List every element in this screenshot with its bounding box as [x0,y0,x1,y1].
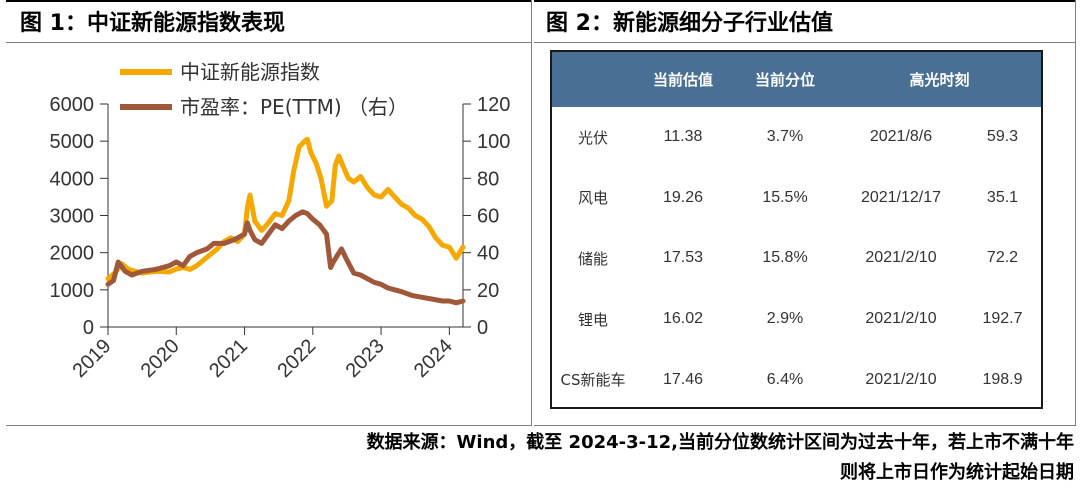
valuation-table-panel: 图 2：新能源细分子行业估值 当前估值 当前分位 高光时刻 光伏 11.38 3.7… [534,0,1076,426]
table-header-row: 当前估值 当前分位 高光时刻 [552,52,1041,107]
table-row: 储能 17.53 15.8% 2021/2/10 72.2 [552,228,1041,289]
table-cell: 72.2 [986,249,1019,267]
table-cell: 17.53 [662,249,704,267]
table-cell: 19.26 [662,188,704,206]
legend: 中证新能源指数 市盈率：PE(TTM) （右） [120,60,408,119]
header-current-percentile: 当前分位 [754,71,815,89]
table-row: CS新能车 17.46 6.4% 2021/2/10 198.9 [552,349,1041,410]
table-cell: 15.5% [762,188,808,206]
table-cell: 6.4% [766,370,804,388]
footnote-line-2: 则将上市日作为统计起始日期 [840,462,1074,483]
index-chart: 中证新能源指数 市盈率：PE(TTM) （右） 0100020003000400… [50,60,511,382]
table-cell: 2021/12/17 [860,188,942,206]
table-row: 风电 19.26 15.5% 2021/12/17 35.1 [552,168,1041,229]
footnote: 数据来源：Wind，截至 2024-3-12,当前分位数统计区间为过去十年，若上… [367,428,1074,488]
table-cell: 198.9 [982,370,1023,388]
legend-label-index: 中证新能源指数 [180,60,320,84]
series-lines [105,136,466,306]
x-tick-label: 2020 [137,335,184,382]
table-cell: 192.7 [982,310,1023,328]
table-cell: 光伏 [577,128,608,147]
y-right-tick-label: 80 [477,168,499,190]
table-title: 图 2：新能源细分子行业估值 [534,0,1075,43]
chart-title: 图 1：中证新能源指数表现 [6,0,531,43]
footnote-line-1: 数据来源：Wind，截至 2024-3-12,当前分位数统计区间为过去十年，若上… [366,432,1074,453]
x-tick-label: 2022 [273,335,320,382]
table-cell: 16.02 [662,310,704,328]
index-chart-panel: 图 1：中证新能源指数表现 中证新能源指数 市盈率：PE(TTM) （右） 0 1… [6,0,532,426]
table-cell: 风电 [577,189,608,208]
table-cell: 3.7% [766,128,804,146]
y-right-tick-label: 120 [477,94,510,116]
y-right-tick-label: 40 [477,243,499,265]
x-tick-label: 2024 [410,335,457,382]
header-peak-moment: 高光时刻 [909,71,970,89]
axes: 0 1000 2000 3000 4000 5000 6000 0 20 40 60 80 100 120… [50,94,511,382]
table-cell: 2021/2/10 [865,370,937,388]
header-sector [552,52,634,107]
y-left-tick-label: 0 [83,317,94,339]
x-tick-label: 2021 [205,335,252,382]
y-right-tick-label: 100 [477,131,510,153]
y-left-tick-label: 3000 [50,206,95,228]
table-cell: 锂电 [577,310,608,329]
series-line-index [105,136,466,282]
header-current-valuation: 当前估值 [652,71,713,89]
y-left-tick-label: 2000 [50,243,95,265]
table-cell: 储能 [577,249,608,268]
valuation-table: 当前估值 当前分位 高光时刻 光伏 11.38 3.7% 2021/8/6 59.3 风电… [552,52,1041,410]
table-cell: 11.38 [663,128,703,146]
y-left-tick-label: 5000 [50,131,95,153]
table-cell: 17.46 [662,370,704,388]
table-cell: 2021/8/6 [869,128,933,146]
table-row: 光伏 11.38 3.7% 2021/8/6 59.3 [552,107,1041,168]
y-left-tick-label: 6000 [50,94,95,116]
table-cell: 15.8% [762,249,808,267]
series-line-pe [105,209,466,306]
legend-label-pe: 市盈率：PE(TTM) （右） [180,95,408,119]
x-tick-label: 2019 [69,335,116,382]
valuation-table-box: 当前估值 当前分位 高光时刻 光伏 11.38 3.7% 2021/8/6 59.3 风电… [550,50,1043,409]
table-cell: 59.3 [986,128,1019,146]
table-cell: 35.1 [986,188,1019,206]
y-left-tick-label: 4000 [50,168,95,190]
table-cell: CS新能车 [560,371,626,390]
y-right-tick-label: 20 [477,280,499,302]
x-tick-label: 2023 [342,335,389,382]
y-right-tick-label: 0 [477,317,488,339]
table-cell: 2021/2/10 [865,249,937,267]
table-row: 锂电 16.02 2.9% 2021/2/10 192.7 [552,289,1041,350]
y-right-tick-label: 60 [477,206,499,228]
table-cell: 2.9% [766,310,804,328]
y-left-tick-label: 1000 [50,280,95,302]
table-body: 光伏 11.38 3.7% 2021/8/6 59.3 风电 19.26 15.5% 2021/… [552,107,1041,410]
table-cell: 2021/2/10 [865,310,937,328]
